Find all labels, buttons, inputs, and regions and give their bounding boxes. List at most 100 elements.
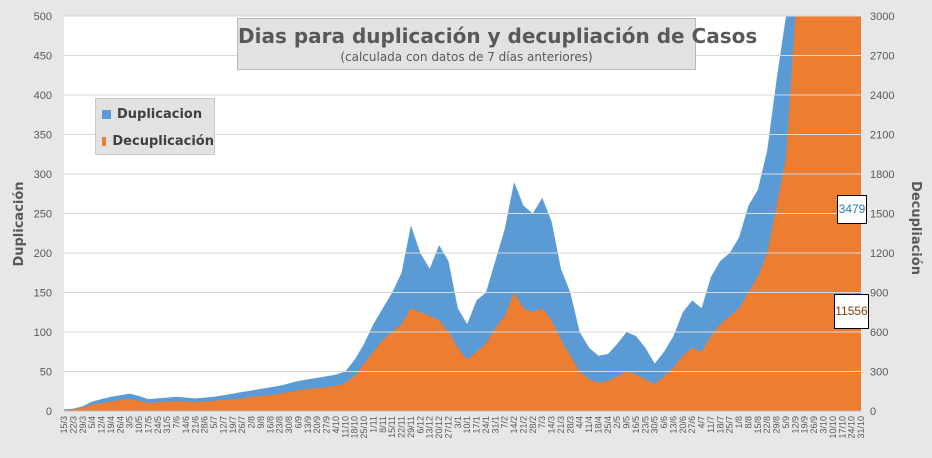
x-tick-label: 1/8	[734, 416, 744, 429]
x-tick-label: 14/2	[509, 416, 519, 434]
legend-swatch-decuplicacion	[102, 136, 107, 146]
x-tick-label: 15/8	[753, 416, 763, 434]
y2-tick-label: 0	[870, 406, 876, 418]
x-tick-label: 28/6	[200, 416, 210, 434]
x-tick-label: 15/11	[387, 416, 397, 438]
x-tick-label: 12/9	[790, 416, 800, 434]
x-axis: 15/3 22/3 29/3 5/4 12/4 19/4 26/4 3/5 10/5 17/5 24…	[59, 416, 866, 439]
x-tick-label: 31/5	[162, 416, 172, 434]
x-tick-label: 14/6	[181, 416, 191, 434]
x-tick-label: 27/9	[322, 416, 332, 434]
x-tick-label: 3/1	[453, 416, 463, 429]
x-tick-label: 13/9	[303, 416, 313, 434]
y-tick-label: 500	[34, 11, 52, 23]
x-tick-label: 28/2	[528, 416, 538, 434]
x-tick-label: 17/10	[837, 416, 847, 439]
y2-tick-label: 1500	[870, 209, 894, 221]
x-tick-label: 9/5	[622, 416, 632, 429]
legend-swatch-duplicacion	[102, 109, 111, 119]
x-tick-label: 4/10	[331, 416, 341, 434]
chart-title-box: Dias para duplicación y decupliación de …	[237, 18, 758, 70]
x-tick-label: 22/8	[762, 416, 772, 434]
x-tick-label: 29/11	[406, 416, 416, 438]
y2-tick-label: 900	[870, 288, 888, 300]
y-tick-label: 200	[34, 248, 52, 260]
y2-tick-label: 3000	[870, 11, 894, 23]
x-tick-label: 9/8	[256, 416, 266, 429]
x-tick-label: 5/4	[87, 416, 97, 429]
x-tick-label: 8/11	[378, 416, 388, 433]
x-tick-label: 19/9	[800, 416, 810, 434]
chart-title: Dias para duplicación y decupliación de …	[238, 24, 758, 48]
y-tick-label: 450	[34, 51, 52, 63]
x-tick-label: 6/9	[293, 416, 303, 429]
x-tick-label: 4/7	[697, 416, 707, 429]
x-tick-label: 11/4	[584, 416, 594, 433]
callout-decuplicacion-value: 11556	[834, 294, 869, 329]
x-tick-label: 21/6	[190, 416, 200, 434]
x-tick-label: 2/8	[247, 416, 257, 429]
x-tick-label: 10/10	[828, 416, 838, 439]
x-tick-label: 25/7	[725, 416, 735, 434]
x-tick-label: 17/1	[472, 416, 482, 434]
x-tick-label: 15/3	[59, 416, 69, 434]
right-axis: 0 300 600 900 1200 1500 1800 2100 2400 2700 3000	[870, 11, 894, 418]
x-tick-label: 23/5	[640, 416, 650, 434]
x-tick-label: 16/5	[631, 416, 641, 434]
x-tick-label: 25/10	[359, 416, 369, 439]
x-tick-label: 19/4	[106, 416, 116, 434]
x-tick-label: 22/11	[397, 416, 407, 438]
y2-axis-title: Decupliación	[908, 181, 923, 275]
x-tick-label: 21/2	[518, 416, 528, 434]
y2-tick-label: 2100	[870, 130, 894, 142]
x-tick-label: 12/4	[97, 416, 107, 434]
x-tick-label: 16/8	[265, 416, 275, 434]
chart-subtitle: (calculada con datos de 7 días anteriore…	[340, 50, 593, 64]
x-tick-label: 31/1	[490, 416, 500, 434]
y-tick-label: 300	[34, 169, 52, 181]
x-tick-label: 26/4	[115, 416, 125, 434]
y-tick-label: 350	[34, 130, 52, 142]
x-tick-label: 27/12	[443, 416, 453, 439]
x-tick-label: 22/3	[68, 416, 78, 434]
x-tick-label: 5/7	[209, 416, 219, 429]
x-tick-label: 18/7	[715, 416, 725, 434]
x-tick-label: 20/12	[434, 416, 444, 439]
x-tick-label: 3/10	[818, 416, 828, 434]
x-tick-label: 20/9	[312, 416, 322, 434]
x-tick-label: 10/1	[462, 416, 472, 434]
y-tick-label: 250	[34, 209, 52, 221]
x-tick-label: 30/5	[650, 416, 660, 434]
x-tick-label: 30/8	[284, 416, 294, 434]
x-tick-label: 23/8	[275, 416, 285, 434]
x-tick-label: 31/10	[856, 416, 866, 439]
x-tick-label: 24/10	[847, 416, 857, 439]
y2-tick-label: 2700	[870, 51, 894, 63]
x-tick-label: 24/1	[481, 416, 491, 434]
legend-item-duplicacion: Duplicacion	[102, 102, 214, 126]
x-tick-label: 26/7	[237, 416, 247, 434]
x-tick-label: 21/3	[556, 416, 566, 434]
x-tick-label: 14/3	[547, 416, 557, 434]
legend-label-duplicacion: Duplicacion	[117, 106, 203, 122]
x-tick-label: 1/11	[368, 416, 378, 433]
y2-tick-label: 300	[870, 367, 888, 379]
y2-tick-label: 2400	[870, 90, 894, 102]
y-tick-label: 150	[34, 288, 52, 300]
x-tick-label: 11/7	[706, 416, 716, 433]
left-axis: 0 50 100 150 200 250 300 350 400 450 500	[34, 11, 861, 418]
x-tick-label: 29/3	[78, 416, 88, 434]
x-tick-label: 26/9	[809, 416, 819, 434]
x-tick-label: 6/12	[415, 416, 425, 434]
x-tick-label: 8/8	[743, 416, 753, 429]
y-tick-label: 400	[34, 90, 52, 102]
legend-label-decuplicacion: Decuplicación	[112, 133, 214, 149]
x-tick-label: 27/6	[687, 416, 697, 434]
x-tick-label: 7/2	[500, 416, 510, 429]
x-tick-label: 7/6	[172, 416, 182, 429]
y-tick-label: 100	[34, 327, 52, 339]
x-tick-label: 28/3	[565, 416, 575, 434]
y2-tick-label: 1800	[870, 169, 894, 181]
legend: Duplicacion Decuplicación	[95, 98, 215, 155]
